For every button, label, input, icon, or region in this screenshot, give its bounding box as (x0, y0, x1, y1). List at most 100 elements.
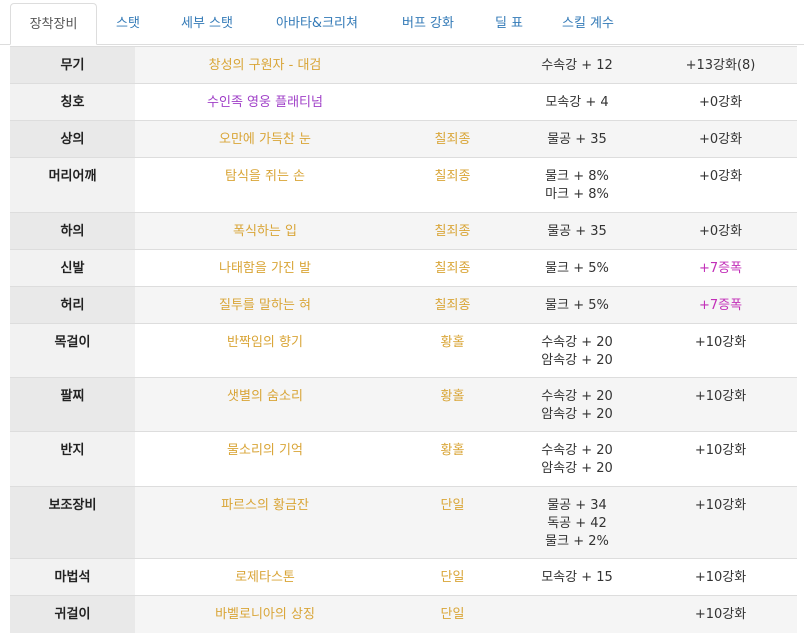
item-name-text: 탐식을 쥐는 손 (224, 169, 306, 184)
equipment-row: 신발 나태함을 가진 발 칠죄종 물크 + 5% +7증폭 (10, 249, 797, 287)
stat-line: 암속강 + 20 (541, 461, 613, 476)
tab-buff-enhance[interactable]: 버프 강화 (402, 16, 454, 31)
set-name: 칠죄종 (395, 157, 510, 213)
slot-label-text: 마법석 (54, 570, 91, 585)
set-name: 칠죄종 (395, 120, 510, 158)
upgrade-level-text: +13강화(8) (685, 58, 756, 73)
tab-avatar-creature[interactable]: 아바타&크리쳐 (276, 16, 358, 31)
upgrade-level: +0강화 (644, 83, 797, 121)
set-name-text: 칠죄종 (434, 224, 471, 239)
set-name-text: 황홀 (440, 443, 465, 458)
slot-label-text: 하의 (60, 224, 85, 239)
equipment-row: 칭호 수인족 영웅 플래티넘 모속강 + 4 +0강화 (10, 83, 797, 121)
item-name: 반짝임의 향기 (135, 323, 395, 378)
upgrade-level: +7증폭 (644, 249, 797, 287)
upgrade-level: +0강화 (644, 212, 797, 250)
slot-label-text: 목걸이 (54, 335, 91, 350)
upgrade-level: +10강화 (644, 323, 797, 378)
set-name-text: 칠죄종 (434, 169, 471, 184)
item-name-text: 폭식하는 입 (233, 224, 297, 239)
equipment-row: 마법석 로제타스톤 단일 모속강 + 15 +10강화 (10, 558, 797, 596)
upgrade-level: +10강화 (644, 431, 797, 487)
upgrade-level-text: +0강화 (698, 169, 743, 184)
item-stats: 물공 + 35 (510, 212, 644, 250)
tab-equipment[interactable]: 장착장비 (10, 3, 97, 45)
set-name: 황홀 (395, 377, 510, 432)
upgrade-level-text: +10강화 (694, 498, 747, 513)
tab-skill-coefficient[interactable]: 스킬 계수 (562, 16, 614, 31)
equipment-row: 상의 오만에 가득찬 눈 칠죄종 물공 + 35 +0강화 (10, 120, 797, 158)
equipment-row: 귀걸이 바벨로니아의 상징 단일 +10강화 (10, 595, 797, 633)
equipment-tabs: 장착장비 스탯 세부 스탯 아바타&크리쳐 버프 강화 딜 표 스킬 계수 (0, 0, 804, 45)
upgrade-level: +13강화(8) (644, 46, 797, 84)
set-name-text: 단일 (440, 607, 465, 622)
set-name (395, 46, 510, 84)
tab-damage-table[interactable]: 딜 표 (494, 16, 524, 31)
upgrade-level: +7증폭 (644, 286, 797, 324)
set-name: 황홀 (395, 323, 510, 378)
equipment-row: 목걸이 반짝임의 향기 황홀 수속강 + 20 암속강 + 20 +10강화 (10, 323, 797, 378)
slot-label-text: 허리 (60, 298, 85, 313)
upgrade-level-text: +7증폭 (698, 298, 743, 313)
item-name-text: 나태함을 가진 발 (219, 261, 311, 276)
item-name: 나태함을 가진 발 (135, 249, 395, 287)
set-name-text: 칠죄종 (434, 132, 471, 147)
item-name: 바벨로니아의 상징 (135, 595, 395, 633)
upgrade-level-text: +10강화 (694, 443, 747, 458)
item-name-text: 바벨로니아의 상징 (215, 607, 315, 622)
item-name-text: 로제타스톤 (235, 570, 295, 585)
item-stats: 수속강 + 20 암속강 + 20 (510, 431, 644, 487)
slot-label-text: 반지 (60, 443, 85, 458)
set-name: 칠죄종 (395, 212, 510, 250)
upgrade-level-text: +10강화 (694, 607, 747, 622)
set-name-text: 황홀 (440, 389, 465, 404)
upgrade-level: +10강화 (644, 377, 797, 432)
item-name: 파르스의 황금잔 (135, 486, 395, 559)
upgrade-level: +10강화 (644, 595, 797, 633)
stat-line: 마크 + 8% (545, 187, 609, 202)
item-name: 수인족 영웅 플래티넘 (135, 83, 395, 121)
slot-label-text: 보조장비 (48, 498, 97, 513)
set-name-text: 황홀 (440, 335, 465, 350)
equipment-row: 하의 폭식하는 입 칠죄종 물공 + 35 +0강화 (10, 212, 797, 250)
upgrade-level-text: +7증폭 (698, 261, 743, 276)
item-stats (510, 595, 644, 633)
item-name: 물소리의 기억 (135, 431, 395, 487)
item-stats: 물공 + 34 독공 + 42 물크 + 2% (510, 486, 644, 559)
set-name: 칠죄종 (395, 249, 510, 287)
item-name-text: 샛별의 숨소리 (227, 389, 303, 404)
tab-detail-stats[interactable]: 세부 스탯 (181, 16, 233, 31)
item-stats: 물크 + 5% (510, 249, 644, 287)
item-name: 탐식을 쥐는 손 (135, 157, 395, 213)
upgrade-level-text: +0강화 (698, 95, 743, 110)
upgrade-level-text: +0강화 (698, 132, 743, 147)
stat-line: 물크 + 8% (545, 169, 609, 184)
upgrade-level-text: +0강화 (698, 224, 743, 239)
upgrade-level-text: +10강화 (694, 570, 747, 585)
tab-stats[interactable]: 스탯 (116, 16, 140, 31)
item-name-text: 파르스의 황금잔 (221, 498, 309, 513)
item-name-text: 물소리의 기억 (227, 443, 303, 458)
stat-line: 수속강 + 12 (541, 58, 613, 73)
slot-label: 반지 (10, 431, 135, 487)
equipment-row: 무기 창성의 구원자 - 대검 수속강 + 12 +13강화(8) (10, 46, 797, 84)
stat-line: 물크 + 5% (545, 298, 609, 313)
set-name: 칠죄종 (395, 286, 510, 324)
upgrade-level: +0강화 (644, 120, 797, 158)
stat-line: 수속강 + 20 (541, 443, 613, 458)
item-name-text: 오만에 가득찬 눈 (219, 132, 311, 147)
item-name-text: 수인족 영웅 플래티넘 (207, 95, 323, 110)
slot-label: 마법석 (10, 558, 135, 596)
item-name-text: 반짝임의 향기 (227, 335, 303, 350)
item-stats: 수속강 + 20 암속강 + 20 (510, 377, 644, 432)
upgrade-level-text: +10강화 (694, 389, 747, 404)
set-name (395, 83, 510, 121)
upgrade-level: +10강화 (644, 486, 797, 559)
item-stats: 수속강 + 20 암속강 + 20 (510, 323, 644, 378)
stat-line: 독공 + 42 (547, 516, 607, 531)
slot-label-text: 상의 (60, 132, 85, 147)
item-stats: 물크 + 8% 마크 + 8% (510, 157, 644, 213)
stat-line: 수속강 + 20 (541, 335, 613, 350)
slot-label: 목걸이 (10, 323, 135, 378)
set-name: 단일 (395, 595, 510, 633)
